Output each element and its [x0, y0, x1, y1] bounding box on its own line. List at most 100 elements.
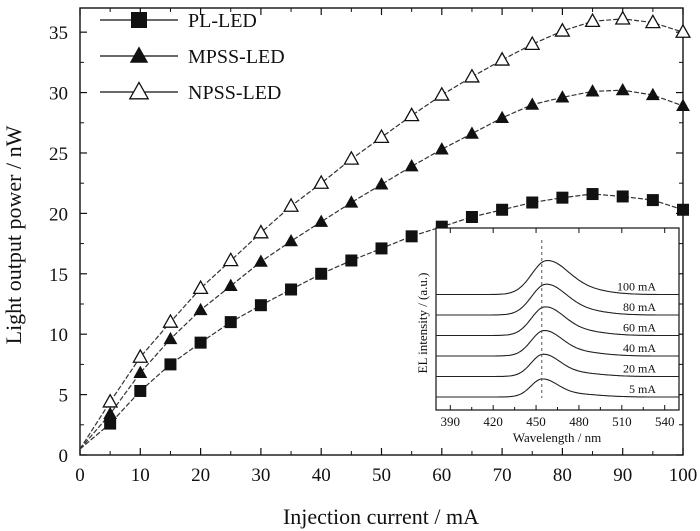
data-point [222, 251, 239, 267]
inset-x-axis-label: Wavelength / nm [513, 430, 602, 445]
data-point [315, 267, 328, 280]
legend-label: NPSS-LED [188, 82, 281, 104]
y-tick-label: 30 [49, 84, 68, 105]
el-curve-label: 60 mA [623, 321, 656, 335]
data-point [283, 197, 300, 212]
el-spectrum-curve [436, 283, 679, 316]
data-point [614, 10, 631, 25]
x-tick-label: 30 [251, 465, 270, 486]
data-point [645, 87, 660, 101]
y-axis-label: Light output power / nW [1, 125, 26, 344]
data-point [585, 84, 600, 97]
y-tick-label: 10 [49, 325, 68, 346]
data-point [403, 106, 420, 122]
data-point [646, 194, 659, 207]
data-point [162, 313, 179, 328]
data-point [164, 358, 177, 371]
y-tick-label: 5 [59, 386, 69, 407]
data-point [494, 51, 511, 66]
el-curve-label: 80 mA [623, 300, 656, 314]
x-tick-label: 90 [613, 465, 632, 486]
data-point [644, 13, 661, 29]
data-point [254, 299, 267, 312]
data-point [194, 336, 207, 349]
data-point [465, 126, 479, 139]
el-curve-label: 100 mA [617, 280, 656, 294]
el-spectrum-curve [436, 306, 679, 337]
data-point [284, 233, 298, 247]
legend-marker [128, 81, 150, 100]
data-point [224, 316, 237, 329]
data-point [223, 278, 238, 291]
data-point [103, 406, 118, 420]
data-point [193, 302, 208, 316]
data-point [463, 68, 480, 83]
data-point [405, 230, 418, 243]
data-point [496, 203, 509, 216]
x-axis-label: Injection current / mA [283, 504, 479, 529]
inset-x-tick-label: 480 [569, 414, 589, 429]
data-point [102, 393, 119, 408]
y-tick-label: 20 [49, 204, 68, 225]
legend-marker [131, 12, 147, 28]
data-point [133, 365, 148, 378]
el-spectrum-curve [436, 259, 679, 296]
data-point [434, 142, 449, 155]
el-spectrum-curve [436, 378, 679, 398]
el-spectrum-curve [436, 329, 679, 357]
x-tick-label: 70 [493, 465, 512, 486]
inset-curves: 5 mA 20 mA 40 mA 60 mA 80 mA 100 mA [436, 240, 679, 398]
data-point [554, 22, 571, 37]
data-point [677, 203, 689, 216]
inset-x-tick-label: 390 [441, 414, 461, 429]
x-tick-label: 100 [669, 465, 698, 486]
inset-x-tick-label: 450 [526, 414, 546, 429]
data-point [404, 159, 419, 172]
data-point [375, 242, 388, 255]
y-tick-label: 15 [49, 265, 68, 286]
data-point [313, 174, 330, 189]
inset-x-tick-label: 510 [612, 414, 632, 429]
data-point [525, 97, 540, 110]
data-point [373, 128, 390, 144]
data-point [433, 86, 450, 101]
data-point [132, 348, 149, 363]
data-point [524, 35, 541, 50]
data-point [616, 190, 629, 203]
x-tick-label: 80 [553, 465, 572, 486]
el-curve-label: 40 mA [623, 341, 656, 355]
y-tick-label: 25 [49, 144, 68, 165]
data-point [465, 211, 478, 224]
data-point [285, 283, 298, 296]
el-spectrum-curve [436, 353, 679, 378]
data-point [584, 12, 601, 28]
inset-y-axis-label: EL intensity / (a.u.) [415, 273, 430, 374]
data-point [252, 224, 269, 239]
data-point [345, 254, 358, 267]
x-tick-label: 20 [191, 465, 210, 486]
y-tick-label: 0 [59, 446, 69, 467]
el-curve-label: 20 mA [623, 362, 656, 376]
legend-label: MPSS-LED [188, 46, 285, 68]
data-point [374, 177, 389, 190]
inset-x-tick-label: 540 [655, 414, 675, 429]
data-point [163, 331, 178, 345]
y-tick-label: 35 [49, 23, 68, 44]
x-tick-label: 60 [432, 465, 451, 486]
x-tick-label: 40 [312, 465, 331, 486]
inset-x-tick-label: 420 [483, 414, 503, 429]
data-point [615, 82, 630, 96]
el-curve-label: 5 mA [629, 382, 656, 396]
data-point [586, 188, 599, 201]
data-point [314, 214, 329, 227]
x-tick-label: 0 [75, 465, 85, 486]
data-point [674, 23, 692, 38]
data-point [254, 254, 268, 267]
series-line [79, 89, 684, 450]
data-point [104, 417, 117, 430]
data-point [344, 195, 359, 208]
data-point [676, 98, 690, 111]
inset-background [436, 228, 679, 410]
